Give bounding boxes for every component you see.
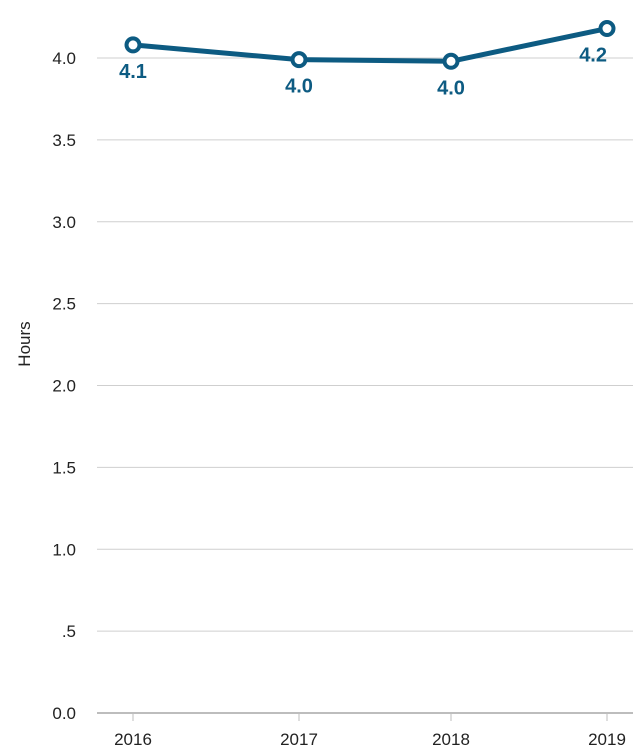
y-tick-label: 3.5 <box>52 131 76 150</box>
data-label: 4.0 <box>437 77 465 99</box>
data-label: 4.2 <box>579 45 607 67</box>
x-tick-label: 2018 <box>432 730 470 749</box>
x-tick-label: 2019 <box>588 730 626 749</box>
data-point <box>442 52 460 70</box>
y-tick-label: 2.5 <box>52 295 76 314</box>
y-tick-label: 3.0 <box>52 213 76 232</box>
data-point <box>598 20 616 38</box>
series <box>124 20 616 70</box>
y-tick-labels: 0.0 .5 1.0 1.5 2.0 2.5 3.0 3.5 4.0 <box>52 49 76 723</box>
gridlines <box>97 57 633 632</box>
x-tick-label: 2016 <box>114 730 152 749</box>
y-tick-label: 1.0 <box>52 540 76 559</box>
y-axis-title: Hours <box>15 321 34 366</box>
y-tick-label: 2.0 <box>52 377 76 396</box>
data-label: 4.0 <box>285 76 313 98</box>
data-label: 4.1 <box>119 61 147 83</box>
y-tick-label: 1.5 <box>52 458 76 477</box>
series-line <box>130 26 610 64</box>
y-tick-label: 0.0 <box>52 704 76 723</box>
data-point <box>290 51 308 69</box>
data-point <box>124 36 142 54</box>
y-tick-label: .5 <box>62 622 76 641</box>
y-tick-label: 4.0 <box>52 49 76 68</box>
x-tick-label: 2017 <box>280 730 318 749</box>
x-tick-labels: 2016 2017 2018 2019 <box>114 713 626 749</box>
data-labels: 4.1 4.0 4.0 4.2 <box>119 45 607 100</box>
